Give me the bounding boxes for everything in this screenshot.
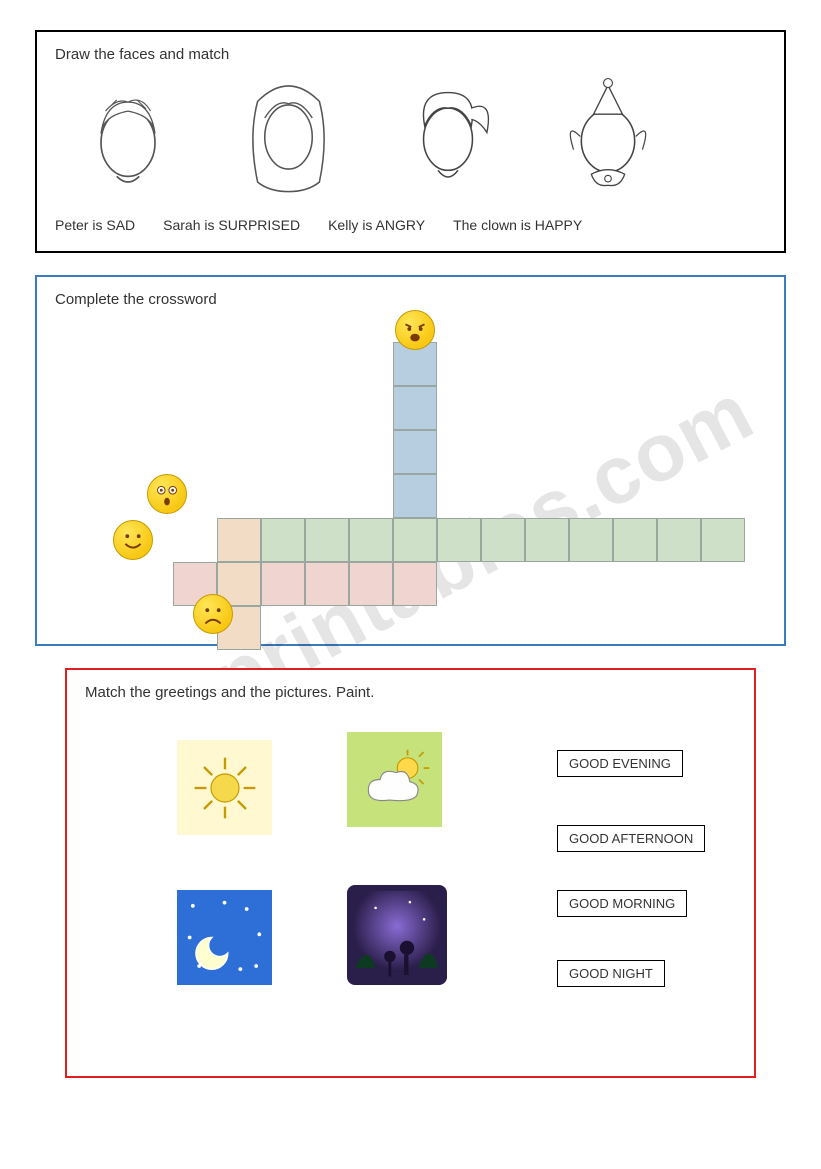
picture-afternoon-cloud — [347, 732, 442, 827]
surprised-emoji-icon — [147, 474, 187, 514]
picture-evening-dusk — [347, 885, 447, 985]
cloud-sun-icon — [355, 742, 435, 817]
crossword-cell[interactable] — [349, 562, 393, 606]
girl-ponytail-icon — [398, 78, 498, 196]
label-good-night: GOOD NIGHT — [557, 960, 665, 987]
crossword-cell[interactable] — [393, 474, 437, 518]
crossword-cell[interactable] — [393, 518, 437, 562]
crossword-cell[interactable] — [701, 518, 745, 562]
face-clown — [553, 77, 663, 197]
caption-clown: The clown is HAPPY — [453, 217, 582, 233]
crossword-cell[interactable] — [261, 562, 305, 606]
happy-emoji-icon — [113, 520, 153, 560]
moon-stars-icon — [177, 890, 272, 985]
dusk-scene-icon — [347, 885, 447, 985]
crossword-cell[interactable] — [305, 518, 349, 562]
boy-head-icon — [83, 82, 173, 192]
captions-row: Peter is SAD Sarah is SURPRISED Kelly is… — [55, 217, 766, 233]
section-crossword: Complete the crossword — [35, 275, 786, 646]
crossword-cell[interactable] — [393, 562, 437, 606]
label-good-morning: GOOD MORNING — [557, 890, 687, 917]
sad-emoji-icon — [193, 594, 233, 634]
caption-kelly: Kelly is ANGRY — [328, 217, 425, 233]
caption-peter: Peter is SAD — [55, 217, 135, 233]
caption-sarah: Sarah is SURPRISED — [163, 217, 300, 233]
instruction-2: Complete the crossword — [55, 291, 766, 308]
crossword-cell[interactable] — [657, 518, 701, 562]
face-kelly — [393, 77, 503, 197]
crossword-cell[interactable] — [305, 562, 349, 606]
picture-night-stars — [177, 890, 272, 985]
crossword-cell[interactable] — [393, 430, 437, 474]
section-draw-faces: Draw the faces and match — [35, 30, 786, 253]
label-good-afternoon: GOOD AFTERNOON — [557, 825, 705, 852]
label-good-evening: GOOD EVENING — [557, 750, 683, 777]
clown-head-icon — [558, 75, 658, 200]
crossword-cell[interactable] — [481, 518, 525, 562]
crossword-cell[interactable] — [525, 518, 569, 562]
angry-emoji-icon — [395, 310, 435, 350]
face-peter — [73, 77, 183, 197]
crossword-cell[interactable] — [437, 518, 481, 562]
picture-morning-sun — [177, 740, 272, 835]
crossword-cell[interactable] — [349, 518, 393, 562]
crossword-cell[interactable] — [613, 518, 657, 562]
crossword-cell[interactable] — [569, 518, 613, 562]
face-sarah — [233, 77, 343, 197]
crossword-cell[interactable] — [217, 518, 261, 562]
crossword-cell[interactable] — [393, 386, 437, 430]
woman-head-icon — [241, 77, 336, 197]
crossword-cell[interactable] — [261, 518, 305, 562]
faces-row — [55, 77, 766, 197]
sun-icon — [190, 753, 260, 823]
section-greetings: Match the greetings and the pictures. Pa… — [65, 668, 756, 1078]
crossword-grid — [55, 322, 766, 612]
instruction-3: Match the greetings and the pictures. Pa… — [85, 684, 736, 701]
instruction-1: Draw the faces and match — [55, 46, 766, 63]
